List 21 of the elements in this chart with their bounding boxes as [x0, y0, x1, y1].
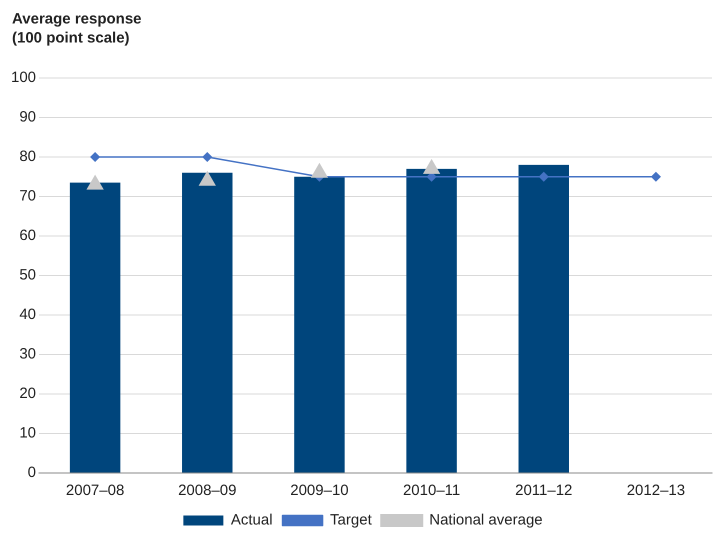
- y-tick-label: 60: [19, 227, 36, 244]
- x-tick-label: 2009–10: [290, 482, 349, 500]
- y-tick-label: 70: [19, 188, 36, 205]
- y-tick-label: 30: [19, 346, 36, 363]
- y-tick-label: 10: [19, 424, 36, 442]
- y-tick-label: 40: [19, 306, 36, 324]
- x-tick-label: 2008–09: [178, 482, 236, 500]
- legend-label: Actual: [230, 512, 273, 529]
- y-tick-label: 80: [19, 148, 36, 166]
- y-tick-label: 20: [19, 385, 36, 402]
- x-tick-label: 2007–08: [66, 482, 124, 500]
- legend-label: National average: [429, 512, 543, 529]
- y-axis-title: Average response (100 point scale): [12, 10, 142, 47]
- x-tick-label: 2010–11: [402, 482, 460, 500]
- y-tick-label: 50: [19, 266, 36, 284]
- y-tick-label: 90: [19, 108, 36, 126]
- x-tick-label: 2012–13: [626, 482, 686, 500]
- x-tick-label: 2011–12: [515, 482, 572, 500]
- legend-label: Target: [330, 512, 373, 529]
- y-tick-label: 0: [28, 464, 36, 482]
- y-tick-label: 100: [10, 69, 36, 86]
